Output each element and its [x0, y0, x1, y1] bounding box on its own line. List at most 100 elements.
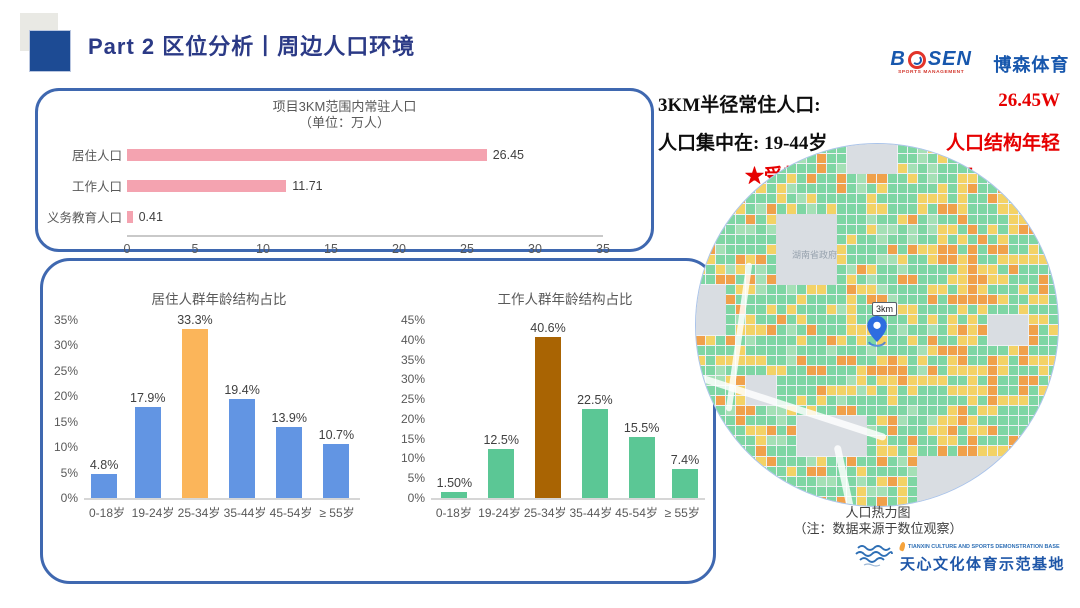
heatmap-cell [696, 396, 706, 406]
heatmap-cell [1028, 436, 1038, 446]
heatmap-cell [766, 234, 776, 244]
heatmap-cell [746, 244, 756, 254]
heatmap-cell [877, 426, 887, 436]
heatmap-cell [796, 315, 806, 325]
heatmap-cell [827, 295, 837, 305]
heatmap-cell [706, 244, 716, 254]
heatmap-cell [706, 416, 716, 426]
heatmap-cell [958, 214, 968, 224]
heatmap-cell [696, 385, 706, 396]
heatmap-cell [998, 446, 1008, 456]
heatmap-cell [887, 214, 897, 224]
page-title: Part 2 区位分析丨周边人口环境 [88, 34, 416, 59]
heatmap-cell [766, 194, 776, 204]
heatmap-cell [1038, 375, 1048, 385]
heatmap-cell [917, 275, 927, 285]
heatmap-cell [988, 406, 998, 416]
heatmap-cell [746, 355, 756, 365]
heatmap-cell [998, 164, 1008, 174]
heatmap-cell [827, 174, 837, 184]
heatmap-cell [937, 335, 948, 345]
map-gray-area [987, 314, 1028, 346]
heatmap-cell [827, 315, 837, 325]
heatmap-cell [937, 194, 948, 204]
heatmap-cell [736, 456, 746, 466]
heatmap-cell [1048, 406, 1058, 416]
heatmap-cell [1008, 436, 1018, 446]
hbar-axis: 0 5 10 15 20 25 30 35 [124, 235, 610, 259]
heatmap-cell [796, 335, 806, 345]
heatmap-cell [706, 426, 716, 436]
heatmap-cell [806, 345, 816, 355]
heatmap-cell [756, 154, 766, 164]
heatmap-cell [766, 456, 776, 466]
heatmap-cell [948, 204, 958, 214]
heatmap-cell [857, 396, 867, 406]
heatmap-cell [746, 305, 756, 315]
heatmap-cell [988, 275, 998, 285]
heatmap-cell [867, 174, 877, 184]
heatmap-cell [756, 214, 766, 224]
heatmap-cell [937, 264, 948, 275]
heatmap-cell [998, 234, 1008, 244]
heatmap-cell [1018, 254, 1028, 264]
bar [671, 468, 698, 498]
heatmap-cell [756, 456, 766, 466]
heatmap-cell [927, 305, 937, 315]
heatmap-cell [816, 496, 827, 506]
heatmap-cell [948, 275, 958, 285]
heatmap-cell [1048, 184, 1058, 194]
heatmap-cell [716, 244, 726, 254]
heatmap-cell [937, 204, 948, 214]
heatmap-cell [696, 275, 706, 285]
heatmap-cell [897, 295, 907, 305]
heatmap-cell [736, 496, 746, 506]
heatmap-cell [887, 275, 897, 285]
heatmap-cell [978, 285, 988, 295]
heatmap-cell [1018, 214, 1028, 224]
heatmap-cell [907, 174, 917, 184]
heatmap-cell [1028, 144, 1038, 154]
heatmap-cell [1048, 436, 1058, 446]
heatmap-cell [1048, 375, 1058, 385]
heatmap-cell [786, 486, 796, 496]
y-axis-tick: 20% [400, 411, 425, 426]
x-axis-tick: 5 [191, 242, 199, 256]
heatmap-cell [1038, 396, 1048, 406]
heatmap-cell [1028, 406, 1038, 416]
heatmap-cell [756, 436, 766, 446]
heatmap-cell [1018, 446, 1028, 456]
heatmap-cell [1038, 466, 1048, 476]
heatmap-cell [766, 295, 776, 305]
heatmap-cell [786, 355, 796, 365]
heatmap-cell [847, 486, 857, 496]
heatmap-cell [1028, 426, 1038, 436]
heatmap-cell [907, 295, 917, 305]
heatmap-cell [937, 355, 948, 365]
heatmap-cell [726, 466, 736, 476]
heatmap-cell [746, 214, 756, 224]
heatmap-cell [907, 184, 917, 194]
heatmap-cell [907, 365, 917, 375]
heatmap-cell [796, 466, 806, 476]
heatmap-cell [1048, 496, 1058, 506]
bar-value-label: 19.4% [224, 383, 260, 398]
heatmap-cell [948, 305, 958, 315]
heatmap-cell [927, 375, 937, 385]
plot-area: 4.8% 17.9% 33.3% 19.4% 13.9% 10.7% [84, 313, 360, 500]
heatmap-cell [776, 416, 786, 426]
heatmap-cell [816, 476, 827, 486]
heatmap-cell [806, 144, 816, 154]
bar [535, 337, 562, 498]
heatmap-cell [857, 486, 867, 496]
heatmap-cell [877, 335, 887, 345]
heatmap-cell [897, 355, 907, 365]
heatmap-cell [706, 234, 716, 244]
heatmap-cell [1048, 214, 1058, 224]
heatmap-cell [726, 214, 736, 224]
heatmap-cell [816, 184, 827, 194]
heatmap-cell [1038, 184, 1048, 194]
heatmap-cell [1038, 436, 1048, 446]
heatmap-cell [948, 295, 958, 305]
heatmap-cell [1048, 466, 1058, 476]
